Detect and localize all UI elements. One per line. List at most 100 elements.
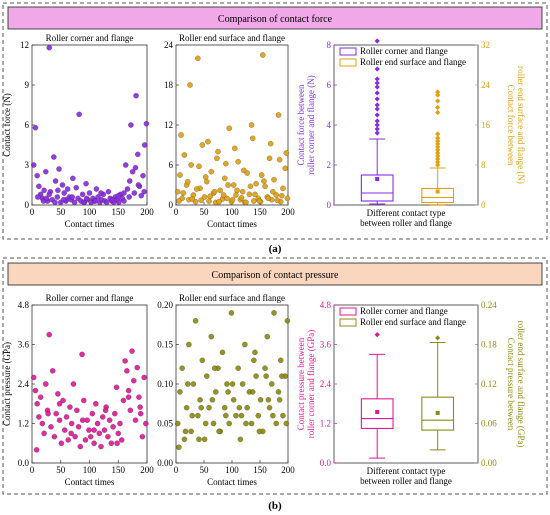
data-point	[257, 397, 264, 403]
data-point	[51, 154, 57, 160]
data-point	[69, 194, 75, 200]
data-point	[36, 414, 42, 420]
data-point	[129, 348, 135, 354]
data-point	[59, 182, 66, 188]
data-point	[273, 420, 279, 427]
data-point	[216, 428, 222, 435]
data-point	[219, 349, 226, 356]
right-tick-label: 0.06	[481, 419, 497, 429]
legend-swatch	[339, 58, 357, 67]
data-point	[100, 414, 106, 420]
data-point	[262, 183, 268, 190]
right-tick-label: 0.00	[481, 458, 497, 468]
data-point	[33, 447, 40, 453]
data-point	[35, 194, 41, 200]
data-point	[276, 156, 283, 163]
data-point	[83, 180, 89, 187]
right-tick-label: 0.18	[481, 340, 497, 350]
box-outlier	[374, 130, 380, 136]
left-y-label-line1: Contact pressure between	[296, 337, 306, 430]
data-point	[229, 196, 236, 203]
plot-frame	[333, 44, 479, 206]
data-point	[243, 199, 249, 206]
data-point	[106, 417, 113, 423]
data-point	[215, 148, 221, 155]
data-point	[274, 197, 281, 204]
left-y-label-line1: Contact force between	[296, 84, 306, 165]
data-point	[81, 397, 87, 404]
data-point	[229, 381, 236, 387]
data-point	[265, 195, 272, 202]
box-outlier	[435, 89, 441, 95]
data-point	[283, 420, 290, 427]
data-point	[77, 443, 84, 450]
box-mean	[435, 189, 440, 194]
data-point	[61, 190, 67, 196]
data-point	[256, 198, 263, 204]
left-tick-label: 1.2	[320, 419, 331, 429]
data-point	[242, 341, 248, 348]
data-point	[210, 420, 217, 427]
data-point	[124, 368, 130, 374]
data-point	[192, 318, 199, 324]
data-point	[104, 199, 110, 206]
data-point	[141, 374, 147, 381]
box-outlier	[374, 118, 380, 124]
y-tick-label: 0	[25, 200, 30, 210]
data-point	[123, 162, 129, 168]
data-point	[143, 120, 150, 127]
data-point	[174, 188, 181, 195]
left-tick-label: 2	[327, 160, 332, 170]
y-tick-label: 3	[25, 160, 30, 170]
box-mean	[375, 409, 380, 414]
data-point	[98, 443, 104, 450]
data-point	[56, 166, 62, 172]
right-y-label-line2: roller end surface and flange (N)	[516, 66, 526, 184]
x-axis-label: Contact times	[207, 477, 257, 487]
panel-b-banner	[7, 262, 543, 286]
data-point	[251, 357, 257, 364]
box-outlier	[374, 106, 380, 112]
data-point	[60, 397, 66, 404]
data-point	[270, 188, 276, 195]
subplot-title: Roller end surface and flange	[179, 33, 285, 43]
data-point	[43, 381, 49, 387]
data-point	[46, 331, 52, 338]
data-point	[214, 155, 220, 162]
legend-swatch	[339, 307, 357, 316]
data-point	[71, 199, 78, 206]
data-point	[265, 397, 272, 403]
x-axis-label-line1: Different contact type	[367, 208, 446, 218]
right-y-label-line1: Contact pressure between	[506, 338, 516, 431]
data-point	[117, 420, 123, 427]
data-point	[187, 82, 193, 88]
data-point	[177, 389, 183, 395]
data-point	[81, 199, 87, 206]
data-point	[211, 188, 218, 195]
data-point	[30, 374, 37, 381]
data-point	[248, 420, 255, 427]
x-axis-label-line1: Different contact type	[367, 466, 446, 476]
data-point	[76, 111, 82, 118]
y-tick-label: 4.8	[18, 300, 30, 310]
box-outlier	[374, 332, 380, 338]
data-point	[131, 190, 138, 196]
data-point	[228, 310, 235, 316]
data-point	[89, 410, 96, 417]
x-axis-label: Contact times	[65, 219, 115, 229]
data-point	[48, 424, 54, 430]
data-point	[224, 381, 230, 387]
x-tick-label: 200	[281, 465, 295, 475]
box-outlier	[435, 131, 441, 137]
box-outlier	[374, 126, 380, 132]
data-point	[30, 162, 37, 168]
data-point	[185, 381, 191, 387]
data-point	[65, 437, 71, 443]
data-point	[58, 440, 65, 446]
data-point	[238, 194, 245, 201]
data-point	[225, 182, 231, 188]
x-tick-label: 0	[174, 465, 179, 475]
x-tick-label: 200	[140, 465, 154, 475]
